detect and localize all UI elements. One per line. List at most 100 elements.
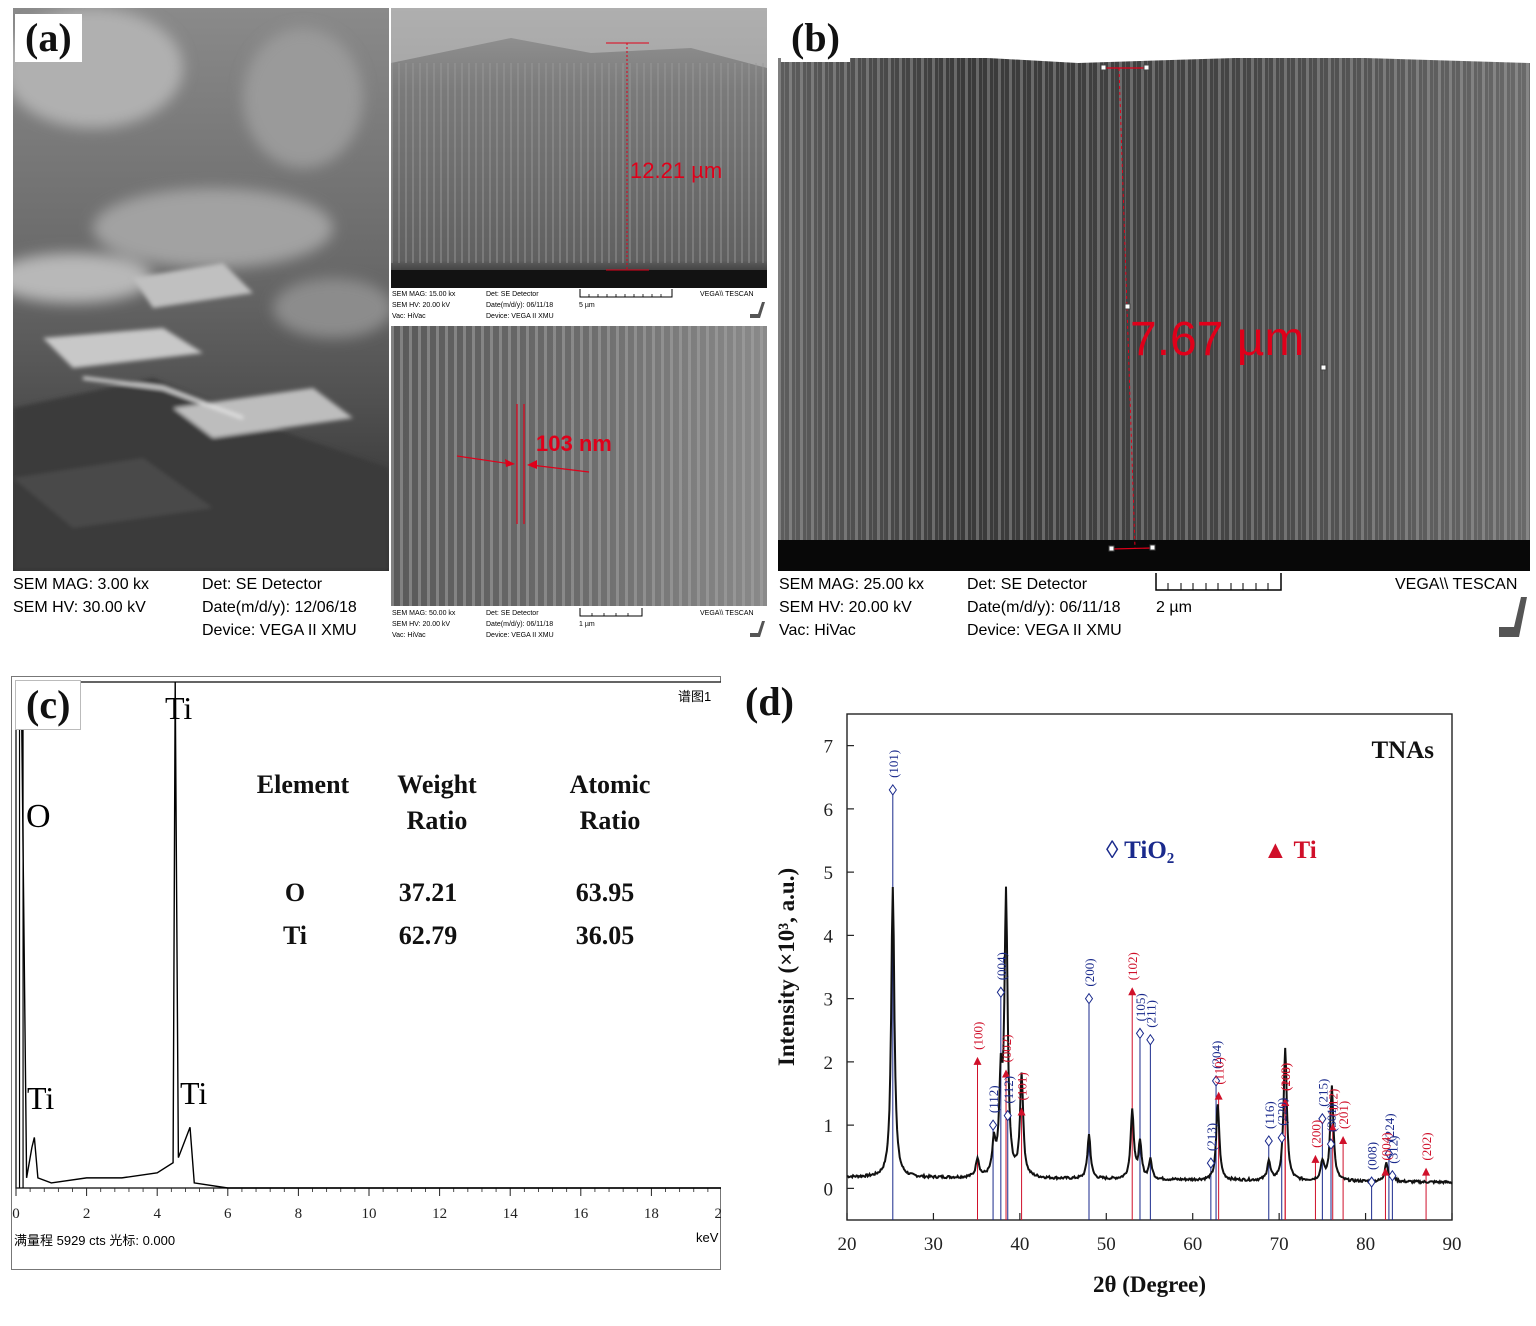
table-header-atomic-1: Atomic bbox=[569, 770, 651, 799]
y-tick-label: 5 bbox=[824, 863, 834, 884]
tio2-marker bbox=[1264, 1135, 1273, 1147]
x-tick-label: 20 bbox=[838, 1234, 857, 1255]
hkl-label-tio2: (200) bbox=[1082, 958, 1097, 986]
panel-a-inset-bottom-sem-image bbox=[391, 326, 767, 606]
hkl-label-ti: (004) bbox=[1378, 1132, 1393, 1160]
panel-a-inset-top-hv: SEM HV: 20.00 kV bbox=[392, 302, 451, 309]
legend-ti: ▲ Ti bbox=[1263, 837, 1317, 864]
table-cell: 63.95 bbox=[575, 878, 635, 907]
hkl-label-tio2: (105) bbox=[1133, 993, 1148, 1021]
panel-a-inset-top-mag: SEM MAG: 15.00 kx bbox=[392, 291, 456, 298]
tio2-marker bbox=[1367, 1176, 1376, 1188]
table-header-element: Element bbox=[256, 770, 350, 799]
hkl-label-tio2: (112) bbox=[986, 1085, 1001, 1113]
panel-b-brand: VEGA\\ TESCAN bbox=[1395, 576, 1518, 593]
panel-b-vac: Vac: HiVac bbox=[779, 622, 856, 639]
legend-tio2: ◊ TiO₂ bbox=[1106, 837, 1174, 864]
panel-b-sem-hv: SEM HV: 20.00 kV bbox=[779, 599, 912, 616]
panel-c-label: (c) bbox=[15, 680, 82, 730]
panel-a-label: (a) bbox=[15, 14, 82, 62]
panel-a-inset-bottom-mag: SEM MAG: 50.00 kx bbox=[392, 610, 456, 617]
ti-marker bbox=[1339, 1135, 1348, 1144]
panel-d-label: (d) bbox=[745, 679, 794, 724]
hkl-label-tio2: (211) bbox=[1143, 1000, 1158, 1028]
panel-c-eds-spectrum: 0 2 4 6 8 10 12 14 16 18 20 bbox=[12, 681, 721, 1222]
hkl-label-tio2: (312) bbox=[1385, 1136, 1400, 1164]
panel-a-inset-top-device: Device: VEGA II XMU bbox=[486, 313, 554, 320]
panel-a-sem-hv: SEM HV: 30.00 kV bbox=[13, 599, 146, 616]
hkl-label-ti: (201) bbox=[1336, 1101, 1351, 1129]
x-tick-label: 4 bbox=[153, 1206, 161, 1222]
hkl-label-tio2: (101) bbox=[886, 750, 901, 778]
panel-a-inset-top-tescan-logo-icon bbox=[750, 302, 765, 318]
panel-c-footer: 满量程 5929 cts 光标: 0.000 bbox=[14, 1233, 176, 1248]
x-tick-label: 2 bbox=[83, 1206, 91, 1222]
hkl-label-tio2: (004) bbox=[994, 952, 1009, 980]
x-tick-label: 0 bbox=[12, 1206, 20, 1222]
x-tick-label: 30 bbox=[924, 1234, 943, 1255]
ti-marker bbox=[1002, 1069, 1011, 1078]
panel-a-inset-bottom-date: Date(m/d/y): 06/11/18 bbox=[486, 621, 554, 628]
table-cell: 36.05 bbox=[575, 921, 635, 950]
panel-c-corner-tag: 谱图1 bbox=[678, 689, 712, 704]
panel-a-inset-top-measurement: 12.21 µm bbox=[630, 158, 723, 183]
tio2-marker bbox=[1277, 1131, 1286, 1144]
panel-b-measurement: 7.67 µm bbox=[1130, 313, 1305, 366]
tio2-marker bbox=[996, 986, 1005, 999]
panel-a-inset-top-date: Date(m/d/y): 06/11/18 bbox=[486, 302, 554, 309]
ti-marker bbox=[1281, 1097, 1290, 1106]
panel-a-main-sem-image bbox=[13, 8, 389, 571]
panel-b-label: (b) bbox=[781, 14, 850, 62]
tio2-marker bbox=[1135, 1027, 1145, 1040]
panel-c-peak-label-ti-kb: Ti bbox=[180, 1075, 208, 1111]
y-tick-label: 2 bbox=[824, 1053, 834, 1074]
panel-a-sem-mag: SEM MAG: 3.00 kx bbox=[13, 576, 150, 593]
panel-d-xrd-chart: 20 30 40 50 60 70 80 90 0 1 2 3 4 5 6 7 2θ (Degree) Inten… bbox=[774, 713, 1462, 1297]
table-cell: O bbox=[284, 878, 306, 907]
hkl-label-ti: (002) bbox=[999, 1034, 1014, 1062]
panel-c-unit: keV bbox=[696, 1230, 719, 1245]
panel-a-inset-bottom-brand: VEGA\\ TESCAN bbox=[700, 610, 754, 617]
panel-a-inset-top-sem-image bbox=[391, 8, 767, 288]
ti-marker bbox=[1422, 1167, 1431, 1176]
x-axis-label: 2θ (Degree) bbox=[1093, 1272, 1206, 1297]
hkl-label-ti: (112) bbox=[1326, 1089, 1341, 1117]
tio2-marker bbox=[1326, 1138, 1336, 1150]
y-tick-label: 4 bbox=[824, 926, 834, 947]
tio2-marker bbox=[1384, 1147, 1394, 1160]
ti-marker bbox=[1017, 1107, 1026, 1116]
table-cell: 37.21 bbox=[398, 878, 458, 907]
panel-c-peak-label-ti-low: Ti bbox=[27, 1080, 55, 1116]
panel-a-inset-top-scale: 5 µm bbox=[579, 302, 595, 309]
y-tick-label: 3 bbox=[824, 990, 834, 1011]
ti-marker bbox=[1311, 1154, 1320, 1163]
x-tick-label: 16 bbox=[573, 1206, 589, 1222]
x-tick-label: 50 bbox=[1097, 1234, 1116, 1255]
tio2-marker bbox=[1084, 992, 1094, 1005]
hkl-label-tio2: (008) bbox=[1365, 1142, 1380, 1170]
panel-a-inset-bottom-measurement: 103 nm bbox=[536, 431, 612, 456]
x-tick-label: 14 bbox=[503, 1206, 519, 1222]
tio2-marker bbox=[1206, 1157, 1215, 1169]
panel-b-scale-bar bbox=[1155, 573, 1282, 591]
panel-a-inset-top-scale-bar bbox=[579, 289, 673, 298]
ti-marker bbox=[1214, 1091, 1223, 1100]
panel-b-date: Date(m/d/y): 06/11/18 bbox=[967, 599, 1121, 616]
table-header-weight-1: Weight bbox=[397, 770, 477, 799]
tio2-marker bbox=[1003, 1109, 1012, 1122]
table-header-atomic-2: Ratio bbox=[579, 806, 641, 835]
hkl-label-ti: (100) bbox=[971, 1022, 986, 1050]
x-tick-label: 90 bbox=[1443, 1234, 1462, 1255]
panel-b-sem-mag: SEM MAG: 25.00 kx bbox=[779, 576, 924, 593]
chart-title: TNAs bbox=[1371, 737, 1434, 764]
hkl-label-ti: (200) bbox=[1308, 1120, 1323, 1148]
y-tick-label: 6 bbox=[824, 800, 834, 821]
ti-marker bbox=[1381, 1167, 1390, 1176]
tio2-marker bbox=[988, 1119, 998, 1131]
tio2-marker bbox=[1146, 1033, 1155, 1046]
panel-b-scale-label: 2 µm bbox=[1156, 599, 1192, 616]
y-tick-label: 1 bbox=[824, 1116, 834, 1137]
panel-a-inset-bottom-scale-bar bbox=[579, 608, 643, 617]
panel-a-det: Det: SE Detector bbox=[202, 576, 323, 593]
hkl-label-tio2: (215) bbox=[1315, 1079, 1330, 1107]
